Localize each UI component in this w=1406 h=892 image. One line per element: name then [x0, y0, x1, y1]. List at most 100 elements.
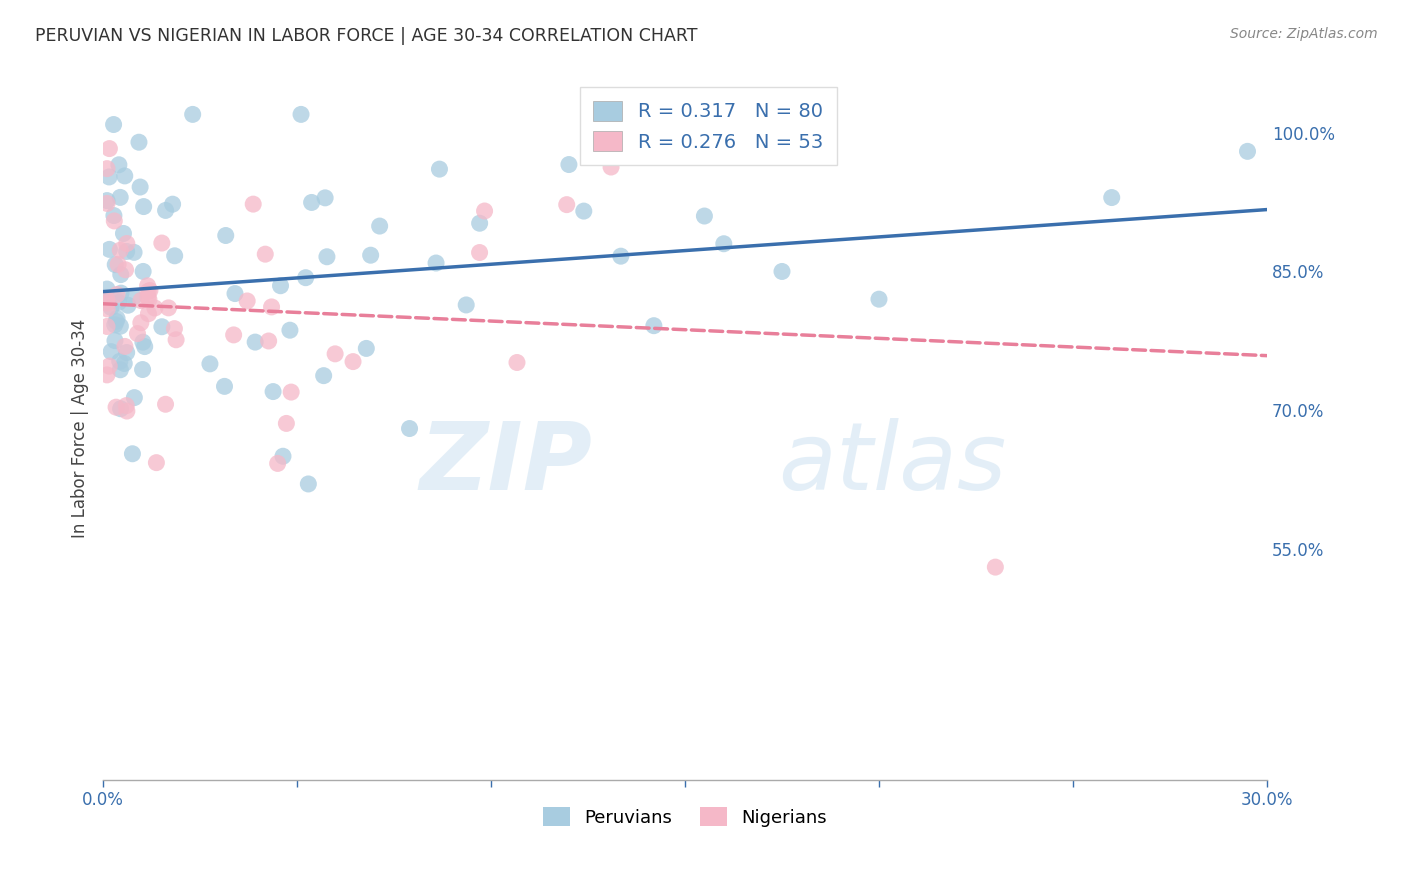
Nigerians: [105, 400, 128, 414]
Nigerians: [114, 262, 136, 277]
Nigerians: [254, 247, 277, 261]
Nigerians: [136, 285, 159, 299]
Peruvians: [429, 162, 451, 177]
Peruvians: [360, 248, 382, 262]
Nigerians: [129, 316, 152, 330]
Nigerians: [236, 293, 259, 308]
Peruvians: [214, 379, 236, 393]
Peruvians: [105, 314, 128, 328]
Nigerians: [280, 385, 302, 400]
Nigerians: [506, 355, 529, 369]
Peruvians: [108, 354, 131, 368]
Peruvians: [294, 270, 316, 285]
Nigerians: [96, 161, 118, 176]
Nigerians: [260, 300, 283, 314]
Peruvians: [610, 249, 633, 263]
Nigerians: [127, 326, 149, 341]
Peruvians: [114, 169, 136, 183]
Peruvians: [368, 219, 391, 233]
Nigerians: [103, 214, 125, 228]
Nigerians: [138, 293, 160, 307]
Nigerians: [984, 560, 1007, 574]
Peruvians: [198, 357, 221, 371]
Nigerians: [136, 290, 159, 304]
Text: PERUVIAN VS NIGERIAN IN LABOR FORCE | AGE 30-34 CORRELATION CHART: PERUVIAN VS NIGERIAN IN LABOR FORCE | AG…: [35, 27, 697, 45]
Peruvians: [262, 384, 284, 399]
Nigerians: [114, 339, 136, 353]
Nigerians: [115, 404, 138, 418]
Peruvians: [1236, 145, 1258, 159]
Peruvians: [271, 449, 294, 463]
Peruvians: [128, 135, 150, 149]
Peruvians: [107, 295, 129, 310]
Peruvians: [572, 204, 595, 219]
Peruvians: [103, 118, 125, 132]
Peruvians: [98, 243, 121, 257]
Peruvians: [98, 169, 121, 184]
Peruvians: [110, 268, 132, 282]
Peruvians: [132, 200, 155, 214]
Nigerians: [222, 327, 245, 342]
Peruvians: [643, 318, 665, 333]
Nigerians: [143, 301, 166, 315]
Nigerians: [115, 399, 138, 413]
Text: Source: ZipAtlas.com: Source: ZipAtlas.com: [1230, 27, 1378, 41]
Peruvians: [112, 227, 135, 241]
Peruvians: [132, 335, 155, 350]
Peruvians: [163, 249, 186, 263]
Peruvians: [425, 256, 447, 270]
Text: atlas: atlas: [778, 418, 1007, 509]
Peruvians: [693, 209, 716, 223]
Peruvians: [270, 278, 292, 293]
Peruvians: [100, 344, 122, 359]
Peruvians: [129, 180, 152, 194]
Peruvians: [124, 391, 146, 405]
Peruvians: [132, 264, 155, 278]
Peruvians: [1101, 190, 1123, 204]
Nigerians: [96, 368, 118, 382]
Peruvians: [558, 157, 581, 171]
Nigerians: [555, 197, 578, 211]
Peruvians: [312, 368, 335, 383]
Peruvians: [110, 363, 132, 377]
Peruvians: [215, 228, 238, 243]
Text: ZIP: ZIP: [419, 417, 592, 509]
Nigerians: [242, 197, 264, 211]
Peruvians: [105, 311, 128, 326]
Peruvians: [278, 323, 301, 337]
Peruvians: [110, 286, 132, 301]
Nigerians: [323, 347, 346, 361]
Peruvians: [108, 190, 131, 204]
Peruvians: [224, 286, 246, 301]
Peruvians: [398, 421, 420, 435]
Peruvians: [155, 203, 177, 218]
Peruvians: [297, 477, 319, 491]
Peruvians: [468, 216, 491, 230]
Peruvians: [131, 362, 153, 376]
Nigerians: [96, 296, 118, 310]
Nigerians: [266, 457, 288, 471]
Nigerians: [468, 245, 491, 260]
Peruvians: [713, 236, 735, 251]
Nigerians: [96, 293, 118, 307]
Nigerians: [257, 334, 280, 348]
Peruvians: [122, 245, 145, 260]
Nigerians: [110, 243, 132, 257]
Nigerians: [157, 301, 180, 315]
Nigerians: [107, 257, 129, 271]
Peruvians: [96, 194, 118, 208]
Nigerians: [96, 196, 118, 211]
Peruvians: [316, 250, 339, 264]
Nigerians: [600, 160, 623, 174]
Peruvians: [301, 195, 323, 210]
Nigerians: [105, 287, 128, 301]
Nigerians: [96, 301, 118, 316]
Peruvians: [121, 447, 143, 461]
Peruvians: [104, 334, 127, 348]
Peruvians: [456, 298, 478, 312]
Nigerians: [165, 333, 187, 347]
Nigerians: [474, 204, 496, 219]
Peruvians: [112, 356, 135, 370]
Peruvians: [122, 290, 145, 304]
Nigerians: [276, 417, 298, 431]
